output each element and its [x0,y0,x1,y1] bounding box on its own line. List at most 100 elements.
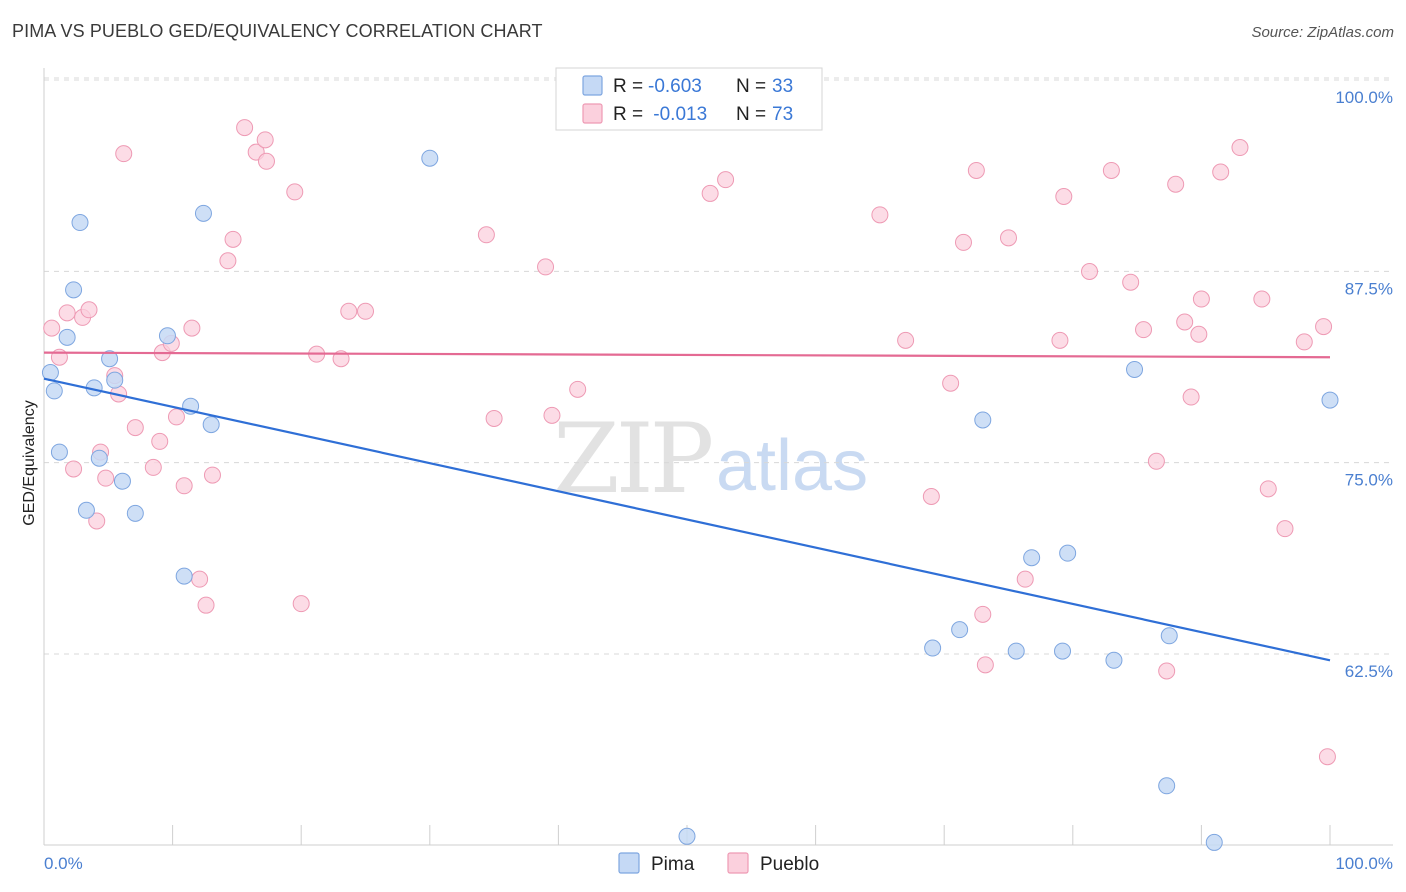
pueblo-n-label: N = [736,104,766,125]
pueblo-point [1276,520,1294,538]
watermark-atlas: atlas [716,426,868,506]
pueblo-point [1167,175,1185,193]
pueblo-point [1051,331,1069,349]
pueblo-point [58,304,76,322]
pueblo-point [1122,273,1140,291]
pueblo-r-value: -0.013 [648,104,707,125]
pueblo-point [897,331,915,349]
pueblo-point [1253,290,1271,308]
pima-point [1160,627,1178,645]
pima-point [77,501,95,519]
pueblo-point [569,380,587,398]
pueblo-point [219,252,237,270]
bottom-legend: Pima Pueblo [618,852,819,875]
y-tick-label: 75.0% [1345,471,1393,490]
pueblo-point [954,233,972,251]
pima-bottom-label: Pima [651,854,695,875]
pueblo-point [224,230,242,248]
pima-point [1105,651,1123,669]
pueblo-point [942,374,960,392]
pueblo-point [97,469,115,487]
x-tick-label-min: 0.0% [44,854,83,873]
pueblo-point [537,258,555,276]
pueblo-point [1147,452,1165,470]
trend-lines [43,351,1331,662]
pueblo-point [701,184,719,202]
pueblo-point [80,301,98,319]
pima-point [45,382,63,400]
pueblo-point [1135,321,1153,339]
pima-point [113,472,131,490]
pueblo-point [115,145,133,163]
pima-point [90,449,108,467]
pima-point [71,214,89,232]
pima-point [58,328,76,346]
pima-trend-line [43,377,1331,662]
pueblo-point [1016,570,1034,588]
pueblo-point [1182,388,1200,406]
pima-point [1054,642,1072,660]
watermark-zip: ZIP [553,403,712,515]
pima-point [202,416,220,434]
pueblo-point [256,131,274,149]
pueblo-point [292,595,310,613]
pima-point [678,827,696,845]
pueblo-point [1192,290,1210,308]
pueblo-point [88,512,106,530]
pueblo-point [1158,662,1176,680]
chart-title: PIMA VS PUEBLO GED/EQUIVALENCY CORRELATI… [12,21,543,41]
pima-series [41,149,1339,851]
pueblo-point [974,605,992,623]
pueblo-point [43,319,61,337]
pueblo-point [717,171,735,189]
pima-point [421,149,439,167]
pueblo-point [144,458,162,476]
pueblo-point [236,119,254,137]
y-tick-label: 62.5% [1345,662,1393,681]
pueblo-point [151,432,169,450]
pueblo-point [976,656,994,674]
pima-point [1158,777,1176,795]
pima-point [50,443,68,461]
pueblo-bottom-label: Pueblo [760,854,819,875]
pueblo-point [477,226,495,244]
pima-point [1007,642,1025,660]
pima-r-label: R = [613,76,643,97]
pima-point [924,639,942,657]
pueblo-point [485,409,503,427]
pueblo-r-label: R = [613,104,643,125]
pima-bottom-swatch [618,852,640,874]
pueblo-point [1231,139,1249,157]
pima-point [175,567,193,585]
pueblo-legend-swatch [582,103,603,124]
pueblo-point [197,596,215,614]
pima-point [951,621,969,639]
x-tick-label-max: 100.0% [1335,854,1393,873]
pueblo-series [43,119,1336,766]
pueblo-bottom-swatch [727,852,749,874]
pueblo-point [967,161,985,179]
pima-legend-swatch [582,75,603,96]
pueblo-point [871,206,889,224]
pueblo-point [126,419,144,437]
pueblo-point [1315,318,1333,336]
pueblo-point [340,302,358,320]
pima-point [194,204,212,222]
pueblo-trend-line [43,351,1331,359]
y-tick-label: 87.5% [1345,279,1393,298]
pueblo-point [257,152,275,170]
pueblo-point [1212,163,1230,181]
gridlines [44,77,1393,655]
pima-point [1023,549,1041,567]
pima-point [1205,833,1223,851]
pima-point [126,504,144,522]
top-legend: R = -0.603 N = 33 R = -0.013 N = 73 [555,67,823,131]
pueblo-point [1295,333,1313,351]
pueblo-point [357,302,374,320]
pima-point [65,281,83,299]
axes [43,68,1393,846]
pueblo-point [167,408,185,426]
pima-point [1059,544,1077,562]
pima-point [158,327,176,345]
pima-point [106,371,124,389]
